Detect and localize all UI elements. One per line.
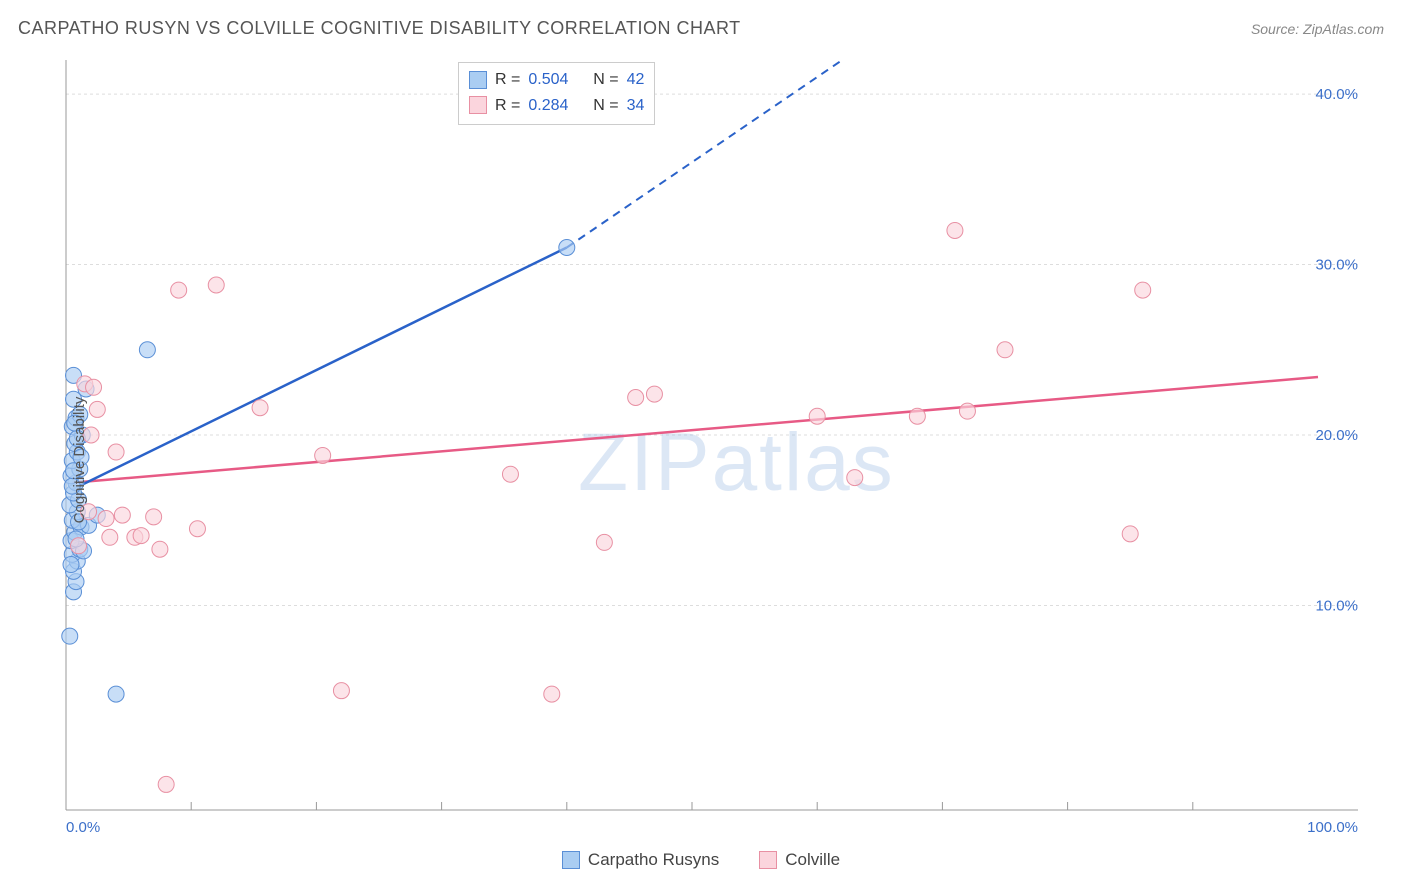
stats-row-series2: R = 0.284 N = 34 bbox=[469, 93, 644, 119]
correlation-stats-box: R = 0.504 N = 42 R = 0.284 N = 34 bbox=[458, 62, 655, 125]
legend-item-series2: Colville bbox=[759, 850, 840, 870]
svg-text:20.0%: 20.0% bbox=[1315, 427, 1358, 444]
svg-text:40.0%: 40.0% bbox=[1315, 86, 1358, 103]
svg-text:10.0%: 10.0% bbox=[1315, 597, 1358, 614]
legend-item-series1: Carpatho Rusyns bbox=[562, 850, 719, 870]
y-axis-label: Cognitive Disability bbox=[71, 397, 88, 524]
swatch-blue bbox=[469, 71, 487, 89]
chart-title: CARPATHO RUSYN VS COLVILLE COGNITIVE DIS… bbox=[18, 18, 741, 39]
source-attribution: Source: ZipAtlas.com bbox=[1251, 21, 1384, 37]
chart-area: Cognitive Disability ZIPatlas 10.0% 20.0%… bbox=[18, 50, 1384, 870]
swatch-blue-icon bbox=[562, 851, 580, 869]
swatch-pink-icon bbox=[759, 851, 777, 869]
svg-text:100.0%: 100.0% bbox=[1307, 819, 1358, 836]
svg-text:0.0%: 0.0% bbox=[66, 819, 100, 836]
watermark: ZIPatlas bbox=[578, 417, 895, 508]
legend: Carpatho Rusyns Colville bbox=[18, 850, 1384, 870]
scatter-chart: ZIPatlas 10.0% 20.0% 30.0% 40.0% 0.0% 100.0% bbox=[18, 50, 1384, 870]
svg-text:30.0%: 30.0% bbox=[1315, 257, 1358, 274]
swatch-pink bbox=[469, 96, 487, 114]
stats-row-series1: R = 0.504 N = 42 bbox=[469, 67, 644, 93]
